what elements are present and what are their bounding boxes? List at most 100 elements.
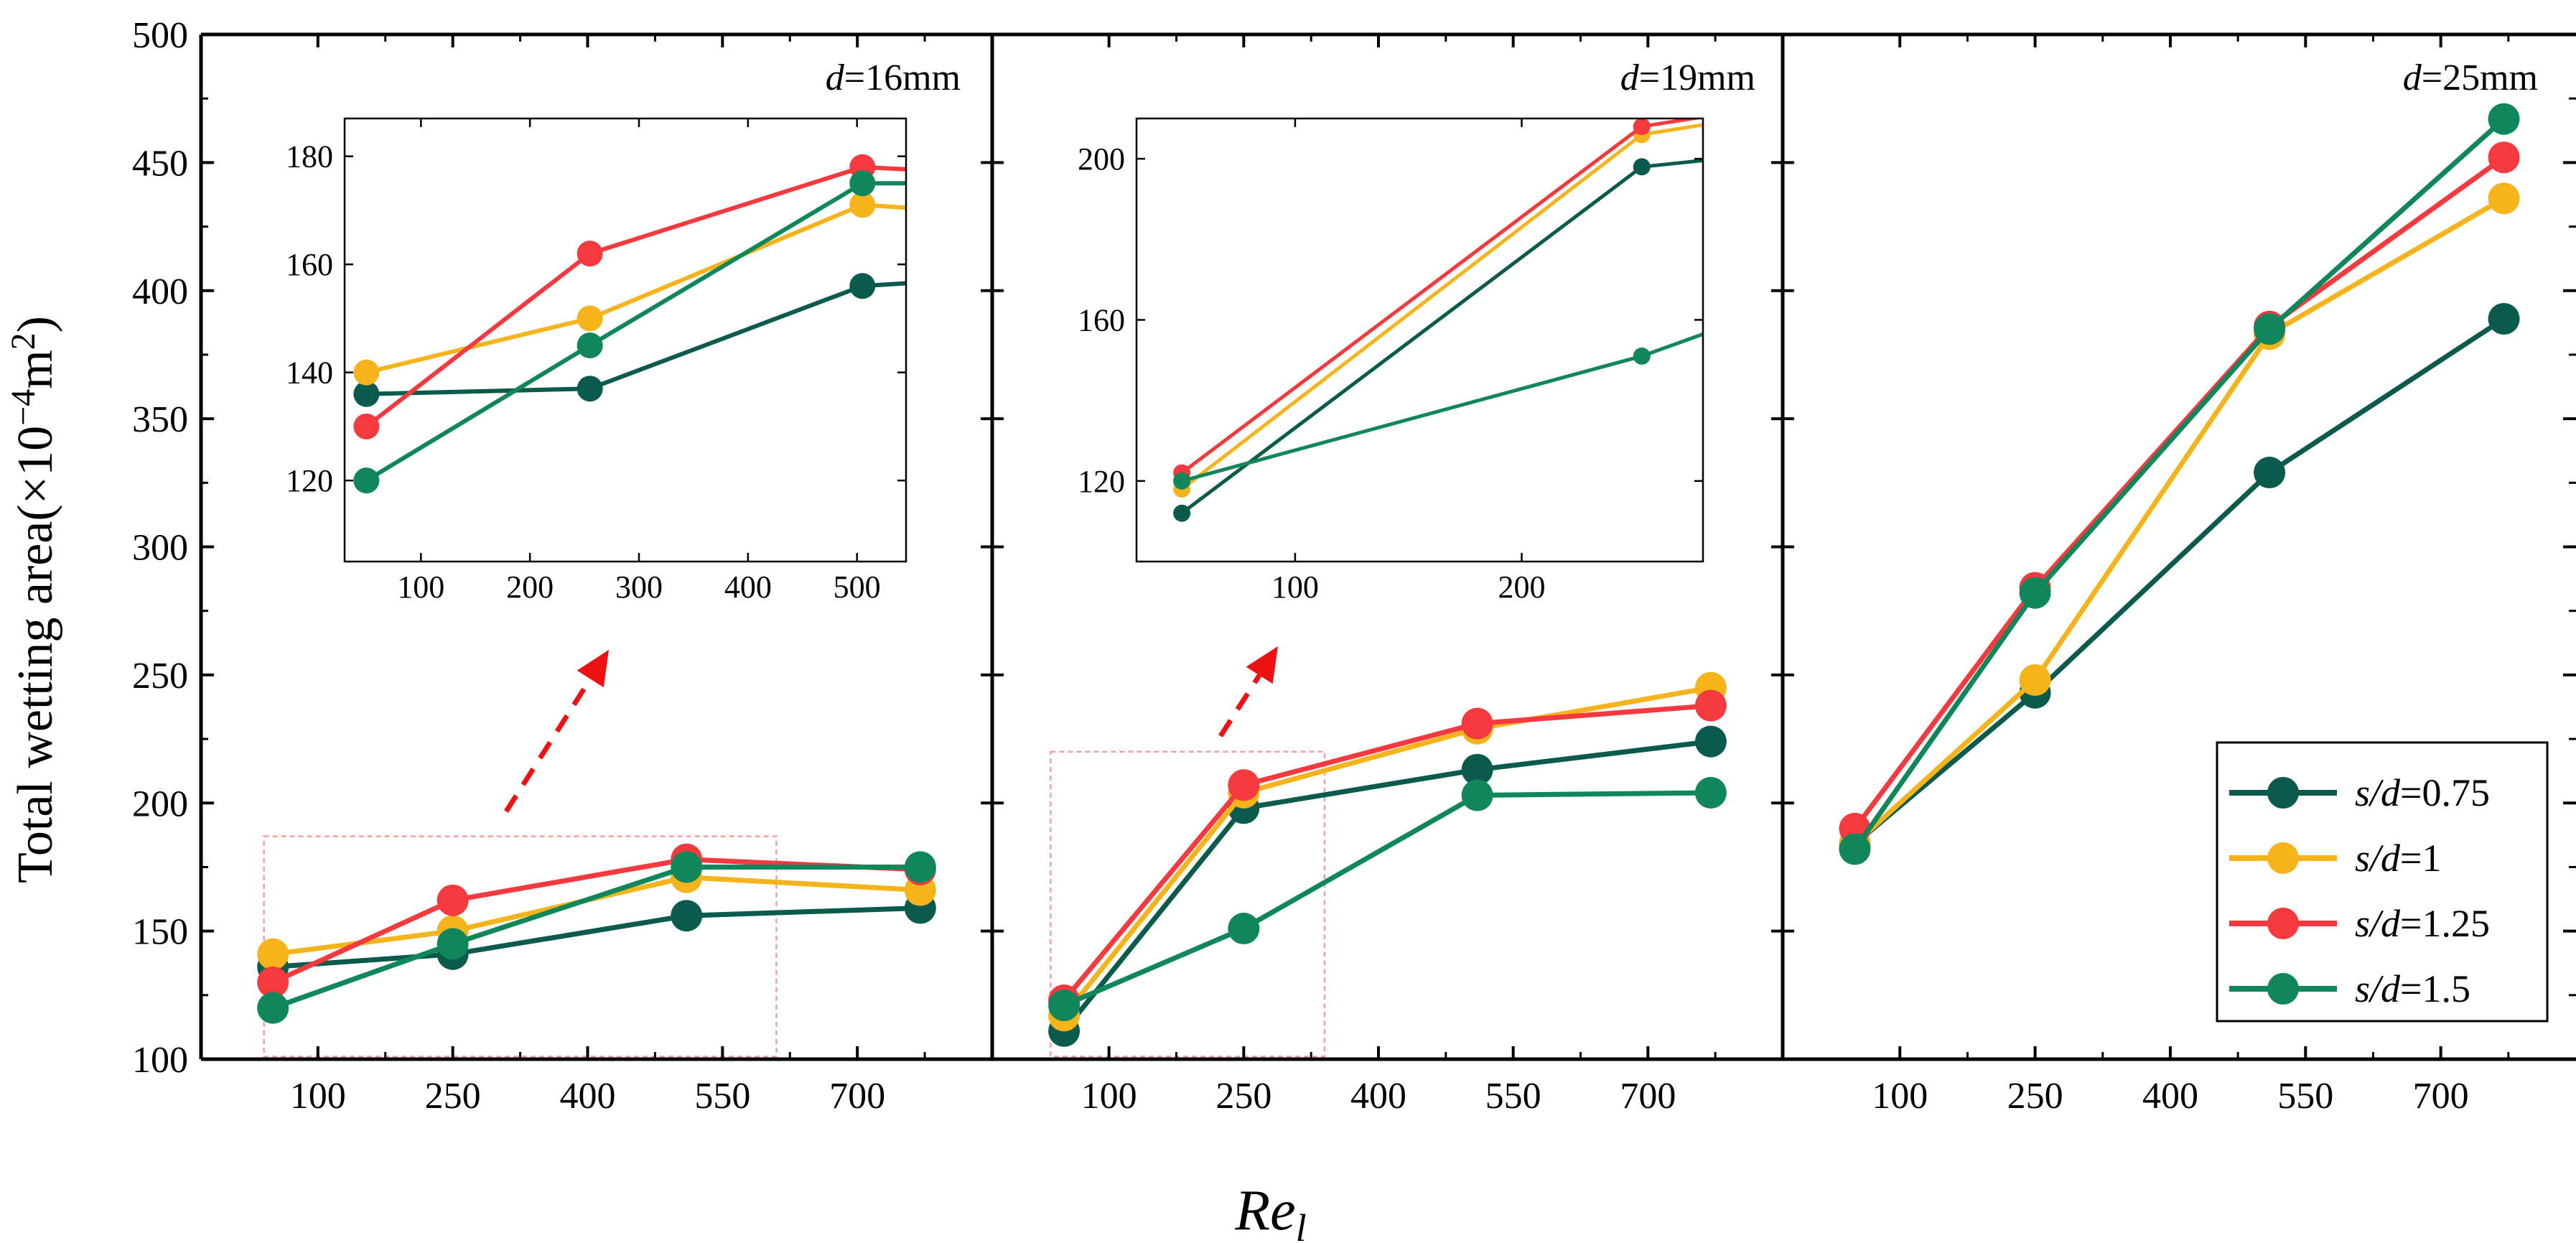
series-line-p1-s075: [1062, 739, 1712, 1033]
series-line-p2-s075: [1853, 317, 2506, 847]
point-p2-s15-3: [2488, 103, 2520, 135]
series-line-p2-s1: [1853, 196, 2506, 846]
series-line-p1-s1: [1062, 685, 1712, 1018]
y-tick-label-450: 450: [132, 143, 188, 184]
x-tick-label-p1-400: 400: [1350, 1076, 1406, 1117]
inset-x-label-p1-100: 100: [1271, 569, 1319, 605]
inset-line-p0-s15: [365, 181, 906, 483]
legend-marker-s075: [2267, 777, 2299, 809]
point-p1-s125-2: [1461, 707, 1493, 740]
legend-label-s075: s/d=0.75: [2355, 771, 2490, 814]
inset-line-p0-s075: [366, 281, 906, 396]
inset-point-p0-s1-0: [353, 359, 380, 386]
inset-point-p1-s15-0: [1173, 472, 1191, 490]
inset-x-label-p0-100: 100: [397, 569, 444, 605]
point-p0-s075-2: [671, 900, 703, 932]
y-tick-label-100: 100: [132, 1040, 188, 1081]
y-tick-label-400: 400: [132, 271, 188, 312]
series-line-p1-s125: [1062, 703, 1712, 1002]
point-p1-s15-1: [1228, 913, 1260, 945]
point-p2-s075-2: [2254, 457, 2286, 489]
point-p1-s125-1: [1228, 769, 1260, 801]
panel-label-d25: d=25mm: [2403, 57, 2538, 98]
inset-point-p1-s075-2: [2216, 98, 2233, 115]
inset-point-p0-s075-0: [353, 381, 380, 407]
inset-x-label-p0-400: 400: [724, 569, 772, 605]
inset-point-p0-s125-1: [577, 241, 603, 267]
inset-y-label-p1-120: 120: [1078, 464, 1125, 499]
point-p2-s075-3: [2488, 302, 2520, 335]
x-tick-label-p2-250: 250: [2007, 1076, 2063, 1117]
highlight-box-p1: [1050, 750, 1326, 1058]
inset-series-p1: [1173, 98, 2233, 522]
y-tick-label-350: 350: [132, 399, 188, 440]
panel-label-d19: d=19mm: [1620, 57, 1755, 98]
legend-label-s1: s/d=1: [2355, 837, 2442, 880]
x-tick-label-p0-100: 100: [290, 1076, 346, 1117]
y-axis-title: Total wetting area(×10−4m2): [4, 316, 63, 883]
point-p0-s15-2: [671, 851, 703, 883]
x-tick-label-p1-250: 250: [1215, 1076, 1271, 1117]
x-tick-label-p0-700: 700: [829, 1076, 885, 1117]
point-p0-s15-1: [437, 928, 469, 960]
legend-marker-s125: [2267, 908, 2299, 939]
y-tick-label-200: 200: [132, 783, 188, 824]
x-tick-label-p0-550: 550: [694, 1076, 750, 1117]
inset-y-label-p0-160: 160: [286, 247, 333, 282]
inset-point-p1-s15-1: [1633, 347, 1651, 365]
inset-y-label-p0-140: 140: [286, 355, 333, 391]
y-tick-label-500: 500: [132, 15, 188, 56]
x-tick-label-p2-400: 400: [2142, 1076, 2198, 1117]
point-p2-s125-3: [2488, 141, 2520, 174]
point-p1-s15-2: [1461, 779, 1493, 811]
zoom-arrow-shaft-1: [1218, 674, 1262, 737]
legend-entry-s125: s/d=1.25: [2229, 902, 2490, 945]
y-tick-label-250: 250: [132, 656, 188, 697]
series-line-p2-s15: [1852, 117, 2506, 851]
inset-series-p0: [353, 154, 906, 494]
inset-point-p0-s075-2: [849, 273, 876, 299]
series-line-p0-s075: [272, 906, 920, 970]
zoom-arrow-shaft-0: [504, 677, 593, 813]
point-p2-s15-1: [2019, 577, 2051, 609]
inset-point-p0-s1-1: [577, 305, 603, 332]
point-p2-s1-1: [2019, 664, 2051, 697]
series-line-p0-s125: [271, 857, 920, 985]
x-tick-label-p0-400: 400: [559, 1076, 615, 1117]
inset-frame-p0: [343, 117, 907, 563]
point-p1-s15-3: [1694, 776, 1727, 809]
annotation-layer: [504, 646, 1278, 813]
panel-label-d16: d=16mm: [826, 57, 961, 98]
zoom-arrow-head-1: [1246, 646, 1278, 684]
zoom-arrow-head-0: [577, 650, 609, 688]
legend-entry-s075: s/d=0.75: [2229, 771, 2490, 814]
x-tick-label-p2-100: 100: [1872, 1076, 1928, 1117]
point-p1-s125-3: [1694, 689, 1727, 722]
x-tick-label-p0-250: 250: [425, 1076, 481, 1117]
inset-line-p0-s125: [365, 164, 906, 429]
inset-point-p1-s075-0: [1173, 504, 1191, 522]
inset-point-p1-s075-1: [1633, 158, 1651, 176]
point-p1-s075-3: [1694, 725, 1727, 758]
inset-point-p0-s15-1: [577, 332, 603, 359]
inset-point-p0-s15-2: [849, 170, 876, 197]
series-line-p0-s15: [272, 864, 920, 1010]
inset-layer: 100 200 300 400 500 120 140 160 180 100 200 120 160 2…: [286, 98, 2233, 605]
inset-point-p0-s15-0: [353, 467, 380, 494]
x-tick-label-p1-550: 550: [1485, 1076, 1541, 1117]
inset-point-p1-s15-2: [2216, 138, 2233, 155]
legend-entry-s1: s/d=1: [2229, 837, 2442, 880]
inset-y-label-p1-200: 200: [1078, 141, 1125, 177]
point-p0-s1-0: [257, 938, 289, 970]
inset-x-label-p1-200: 200: [1498, 569, 1546, 605]
point-p2-s15-2: [2254, 313, 2286, 345]
inset-background-p0: [345, 118, 906, 562]
inset-y-label-p0-120: 120: [286, 463, 333, 498]
point-p0-s15-3: [904, 851, 936, 883]
inset-frame-p1: [1135, 117, 1704, 563]
x-axis-title: Rel: [1234, 1179, 1306, 1243]
inset-point-p0-s1-2: [849, 192, 876, 218]
point-p1-s075-2: [1461, 753, 1493, 786]
inset-x-label-p0-300: 300: [615, 569, 663, 605]
